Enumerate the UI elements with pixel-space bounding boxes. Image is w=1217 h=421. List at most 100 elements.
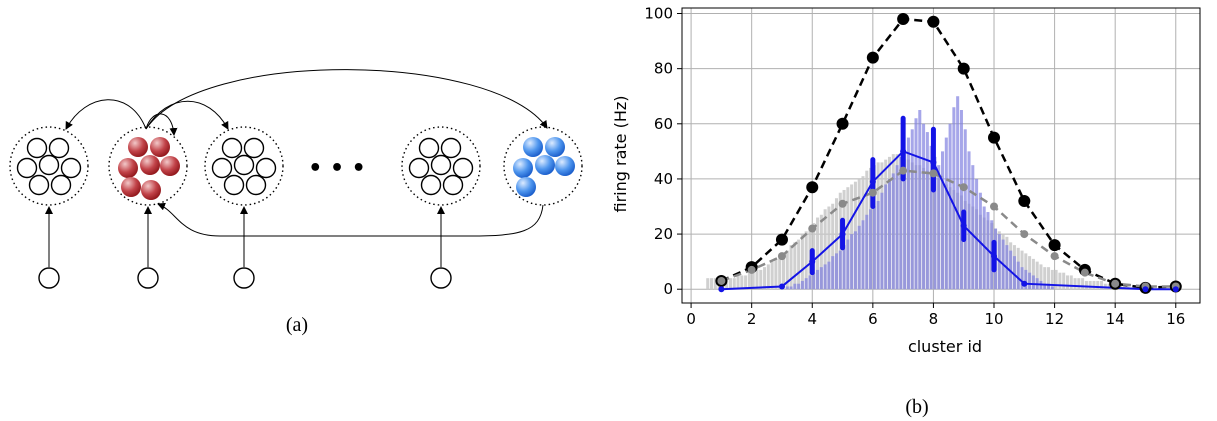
histogram-bar [1009,250,1013,290]
x-tick-label: 12 [1045,310,1064,328]
cluster-1 [9,126,89,206]
input-neuron-3 [233,267,255,289]
neuron [38,154,60,176]
neuron [233,154,255,176]
x-tick-label: 8 [929,310,939,328]
histogram-bar [842,245,846,290]
histogram-bar [975,178,979,290]
neuron [452,157,474,179]
histogram-bar [933,156,937,290]
neuron [140,155,160,175]
cluster-5 [503,126,583,206]
series-point-grey-dashed [1020,230,1029,239]
series-point-black-dashed [988,131,1001,144]
cluster-boundary [204,126,284,206]
x-tick-label: 10 [984,310,1003,328]
neuron [555,156,575,176]
neuron [160,156,180,176]
histogram-bar [763,267,767,290]
histogram-bar [918,110,922,290]
x-tick-label: 16 [1166,310,1185,328]
y-tick-label: 100 [644,5,673,23]
series-point-grey-dashed [747,265,756,274]
y-axis-label: firing rate (Hz) [611,96,630,213]
histogram-bar [800,234,804,290]
series-point-blue-solid [1142,286,1149,293]
series-point-grey-dashed [1080,268,1089,277]
histogram-bar [1062,272,1066,290]
histogram-bar [785,250,789,290]
histogram-bar [846,239,850,290]
histogram-bar [827,261,831,290]
histogram-bar [846,187,850,290]
histogram-bar [952,107,956,290]
axis-ticks: 0 2 4 6 8 10 12 14 16 0 20 40 60 80 100 [644,5,1185,328]
input-neurons [38,206,452,289]
histogram-bar [1058,272,1062,290]
caption-a: (a) [286,314,308,336]
histogram-bar [1031,258,1035,290]
histogram-bar [834,253,839,290]
histogram-bar [819,267,823,290]
cluster-boundary [108,126,188,206]
histogram-bar [959,110,963,290]
histogram-bar [971,165,975,290]
series-point-grey-dashed [868,188,877,197]
histogram-bar [880,192,884,290]
histogram-bar [732,278,736,290]
x-tick-label: 14 [1106,310,1125,328]
series-markers [715,13,1182,294]
histogram-bar [816,217,820,290]
histogram-bar [850,234,854,290]
histogram-bar [967,151,971,290]
histogram-bar [869,209,873,290]
histogram-bar [906,137,910,290]
histogram-bar [1073,278,1077,290]
histogram-bar [706,278,710,290]
series-point-black-dashed [806,181,819,194]
neuron [16,157,38,179]
histogram-bar [1028,272,1032,290]
series-point-grey-dashed [717,276,726,285]
neuron [243,137,265,159]
neuron [545,137,565,157]
histogram-bar [895,165,899,290]
x-tick-label: 4 [807,310,817,328]
series-point-black-dashed [866,51,879,64]
histogram-bar [770,261,774,290]
series-line-grey-dashed [720,169,1176,288]
histogram-bar [861,220,865,290]
series-point-grey-dashed [838,199,847,208]
series-lines [720,17,1176,291]
histogram-bar [899,156,903,290]
series-point-grey-dashed [1111,279,1120,288]
series-point-grey-dashed [1050,252,1059,261]
histogram-bar [831,256,835,290]
caption-b: (b) [905,396,928,418]
series-point-grey-dashed [959,183,968,192]
series-point-grey-dashed [777,252,786,261]
neuron [211,157,233,179]
x-axis-label: cluster id [908,337,982,356]
histogram-bar [766,264,770,290]
histogram-bar [808,275,812,290]
neuron [121,177,141,197]
histogram-bar [1043,267,1047,290]
histogram-bar [800,280,804,290]
histogram-bar [1020,267,1024,290]
histogram-bar [925,132,929,290]
histogram-bar [823,264,827,290]
neuron [128,137,148,157]
y-tick-label: 80 [654,60,673,78]
histogram-bar [759,269,763,290]
histogram-bar [1122,283,1126,290]
neuron [245,174,267,196]
histogram-bar [914,118,918,290]
series-point-blue-solid [930,159,937,166]
series-point-black-dashed [775,233,788,246]
histogram-bar [781,253,785,290]
histogram-bar [747,272,751,290]
histogram-bar [812,272,816,290]
neuron [118,158,138,178]
cluster-2 [108,126,188,206]
